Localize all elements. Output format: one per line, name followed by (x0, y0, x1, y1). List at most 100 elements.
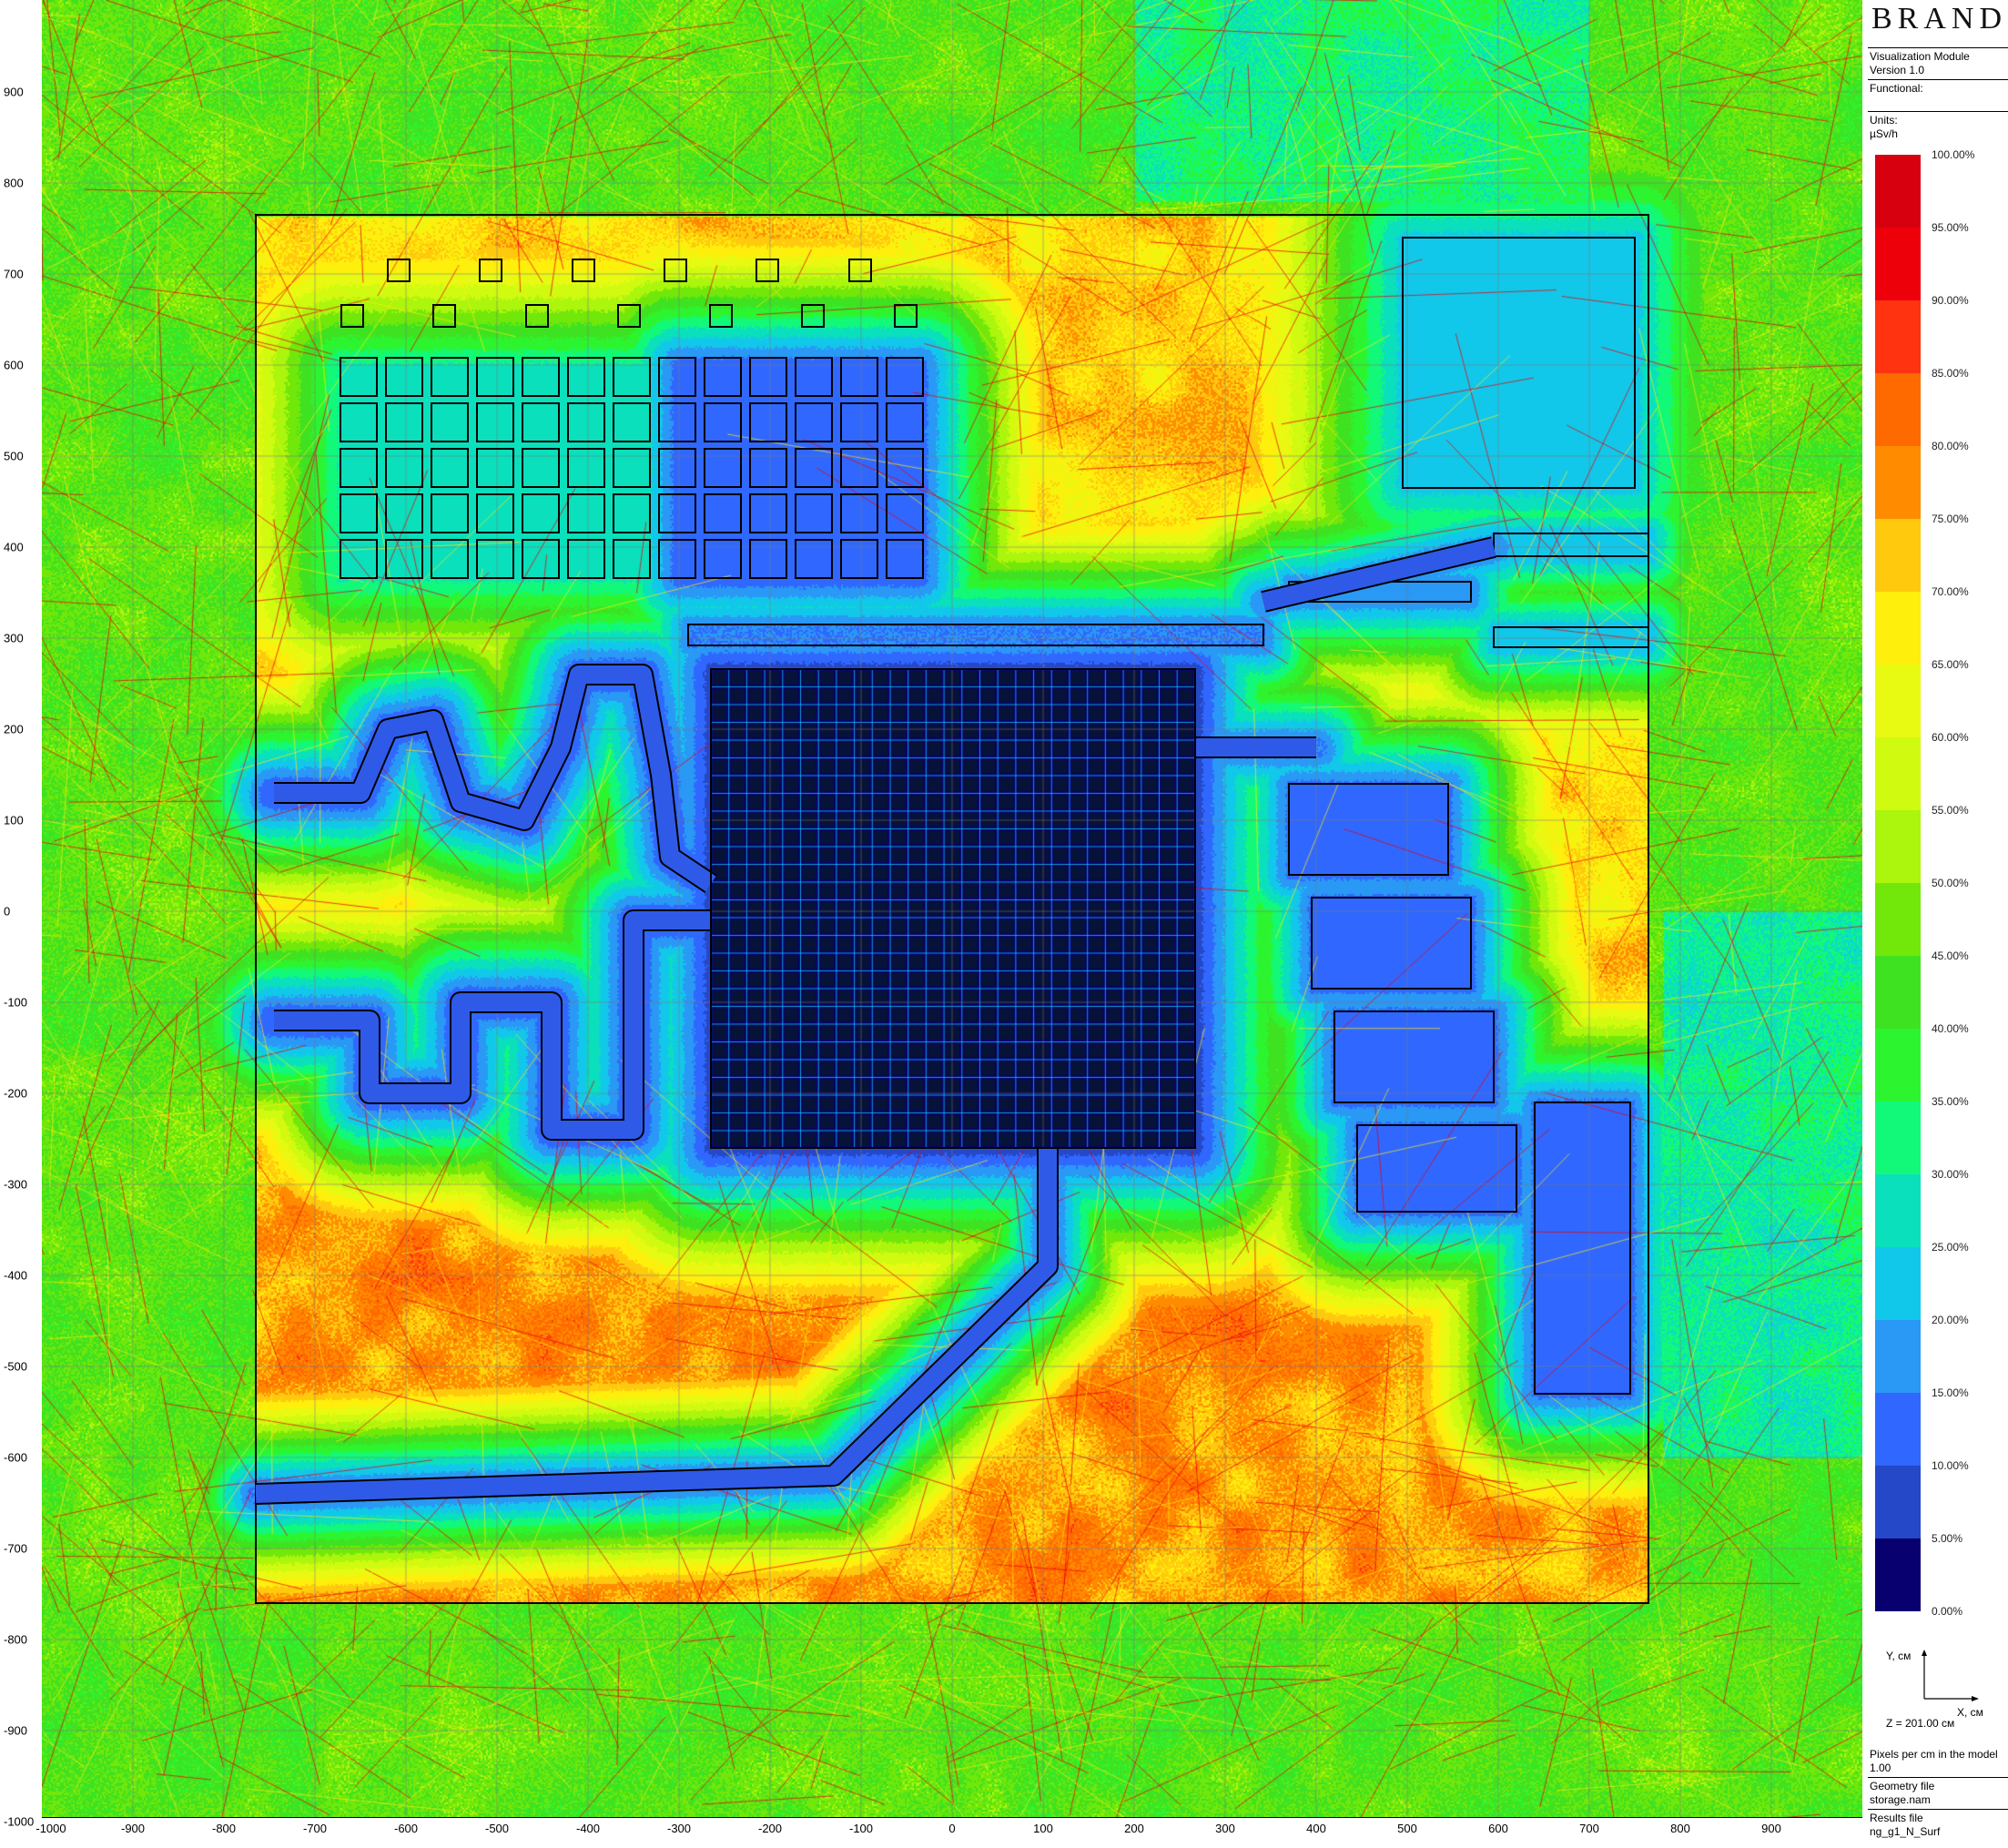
pipe-channel (274, 665, 716, 892)
legend-label: 45.00% (1932, 949, 1969, 962)
small-cell (617, 304, 641, 328)
x-tick-label: 600 (1488, 1822, 1508, 1835)
legend-label: 15.00% (1932, 1386, 1969, 1399)
y-tick-label: -400 (4, 1268, 28, 1283)
y-tick-label: 700 (4, 267, 24, 281)
channel-outline (1311, 897, 1472, 990)
small-cell (525, 304, 549, 328)
functional-label: Functional: (1870, 82, 1923, 95)
y-tick-label: -1000 (4, 1814, 35, 1829)
grid-cell (795, 357, 833, 397)
grid-cell (385, 402, 423, 442)
x-tick-label: 200 (1124, 1822, 1144, 1835)
grid-cell (385, 357, 423, 397)
results-value: ng_g1_N_Surf (1870, 1825, 1941, 1838)
x-tick-label: 900 (1761, 1822, 1781, 1835)
channel-outline (1534, 1102, 1631, 1395)
y-tick-label: 800 (4, 176, 24, 190)
y-tick-label: 200 (4, 722, 24, 736)
legend-label: 10.00% (1932, 1459, 1969, 1472)
legend-bin (1875, 155, 1921, 228)
grid-cell (704, 402, 742, 442)
grid-cell (613, 357, 651, 397)
small-cell (848, 259, 872, 282)
grid-cell (476, 402, 514, 442)
pipe-channel (255, 1148, 1057, 1503)
storage-outer-wall (255, 214, 1649, 1604)
grid-cell (704, 539, 742, 579)
grid-cell (522, 539, 560, 579)
small-cell (387, 259, 411, 282)
grid-cell (704, 448, 742, 488)
x-tick-label: 500 (1397, 1822, 1417, 1835)
legend-label: 85.00% (1932, 367, 1969, 380)
grid-cell (522, 448, 560, 488)
grid-cell (886, 448, 924, 488)
info-panel: BRAND Visualization Module Version 1.0 F… (1862, 0, 2008, 1848)
pipe-channel (1261, 538, 1496, 611)
small-cell (432, 304, 456, 328)
grid-cell (431, 448, 469, 488)
x-tick-label: 400 (1306, 1822, 1326, 1835)
x-axis-label: X, см (1957, 1706, 1983, 1719)
x-tick-label: -600 (393, 1822, 419, 1835)
grid-cell (840, 448, 878, 488)
legend-label: 60.00% (1932, 731, 1969, 744)
grid-cell (385, 493, 423, 533)
pixels-value: 1.00 (1870, 1762, 1891, 1774)
grid-cell (704, 493, 742, 533)
legend-bin (1875, 1102, 1921, 1174)
grid-cell (749, 357, 787, 397)
central-array (710, 668, 1196, 1149)
grid-cell (476, 448, 514, 488)
y-tick-label: -600 (4, 1450, 28, 1465)
grid-cell (613, 402, 651, 442)
x-tick-label: -100 (848, 1822, 874, 1835)
geometry-overlay (255, 214, 1649, 1604)
grid-cell (476, 493, 514, 533)
grid-cell (431, 539, 469, 579)
grid-cell (840, 402, 878, 442)
grid-cell (658, 493, 696, 533)
grid-cell (431, 402, 469, 442)
grid-cell (567, 448, 605, 488)
x-tick-label: -500 (484, 1822, 510, 1835)
legend-label: 30.00% (1932, 1168, 1969, 1181)
grid-cell (886, 357, 924, 397)
grid-cell (567, 493, 605, 533)
grid-cell (613, 448, 651, 488)
x-tick-label: -300 (666, 1822, 692, 1835)
legend-bin (1875, 737, 1921, 810)
x-tick-label: 0 (948, 1822, 956, 1835)
grid-cell (522, 357, 560, 397)
x-tick-label: -700 (302, 1822, 328, 1835)
grid-cell (431, 357, 469, 397)
module-name: Visualization Module (1870, 50, 1970, 63)
grid-cell (658, 448, 696, 488)
x-tick-label: 100 (1033, 1822, 1053, 1835)
small-cell (479, 259, 502, 282)
divider (1868, 1777, 2008, 1778)
divider (1868, 1809, 2008, 1810)
y-tick-label: -300 (4, 1177, 28, 1192)
x-tick-label: -400 (575, 1822, 601, 1835)
divider (1868, 47, 2008, 48)
legend-label: 50.00% (1932, 877, 1969, 889)
grid-cell (522, 402, 560, 442)
dose-map-plot[interactable] (42, 0, 1862, 1817)
legend-label: 5.00% (1932, 1532, 1963, 1545)
channel-outline (1356, 1124, 1517, 1213)
y-tick-label: -700 (4, 1541, 28, 1556)
y-axis-label: Y, см (1886, 1650, 1912, 1662)
units-label: Units: (1870, 114, 1898, 127)
grid-cell (840, 357, 878, 397)
legend-label: 0.00% (1932, 1605, 1963, 1618)
small-cell (801, 304, 825, 328)
y-tick-label: -200 (4, 1086, 28, 1101)
results-label: Results file (1870, 1812, 1923, 1824)
grid-cell (567, 402, 605, 442)
y-tick-label: -500 (4, 1359, 28, 1374)
dose-heatmap (42, 0, 1862, 1817)
x-tick-label: 300 (1215, 1822, 1235, 1835)
grid-cell (431, 493, 469, 533)
